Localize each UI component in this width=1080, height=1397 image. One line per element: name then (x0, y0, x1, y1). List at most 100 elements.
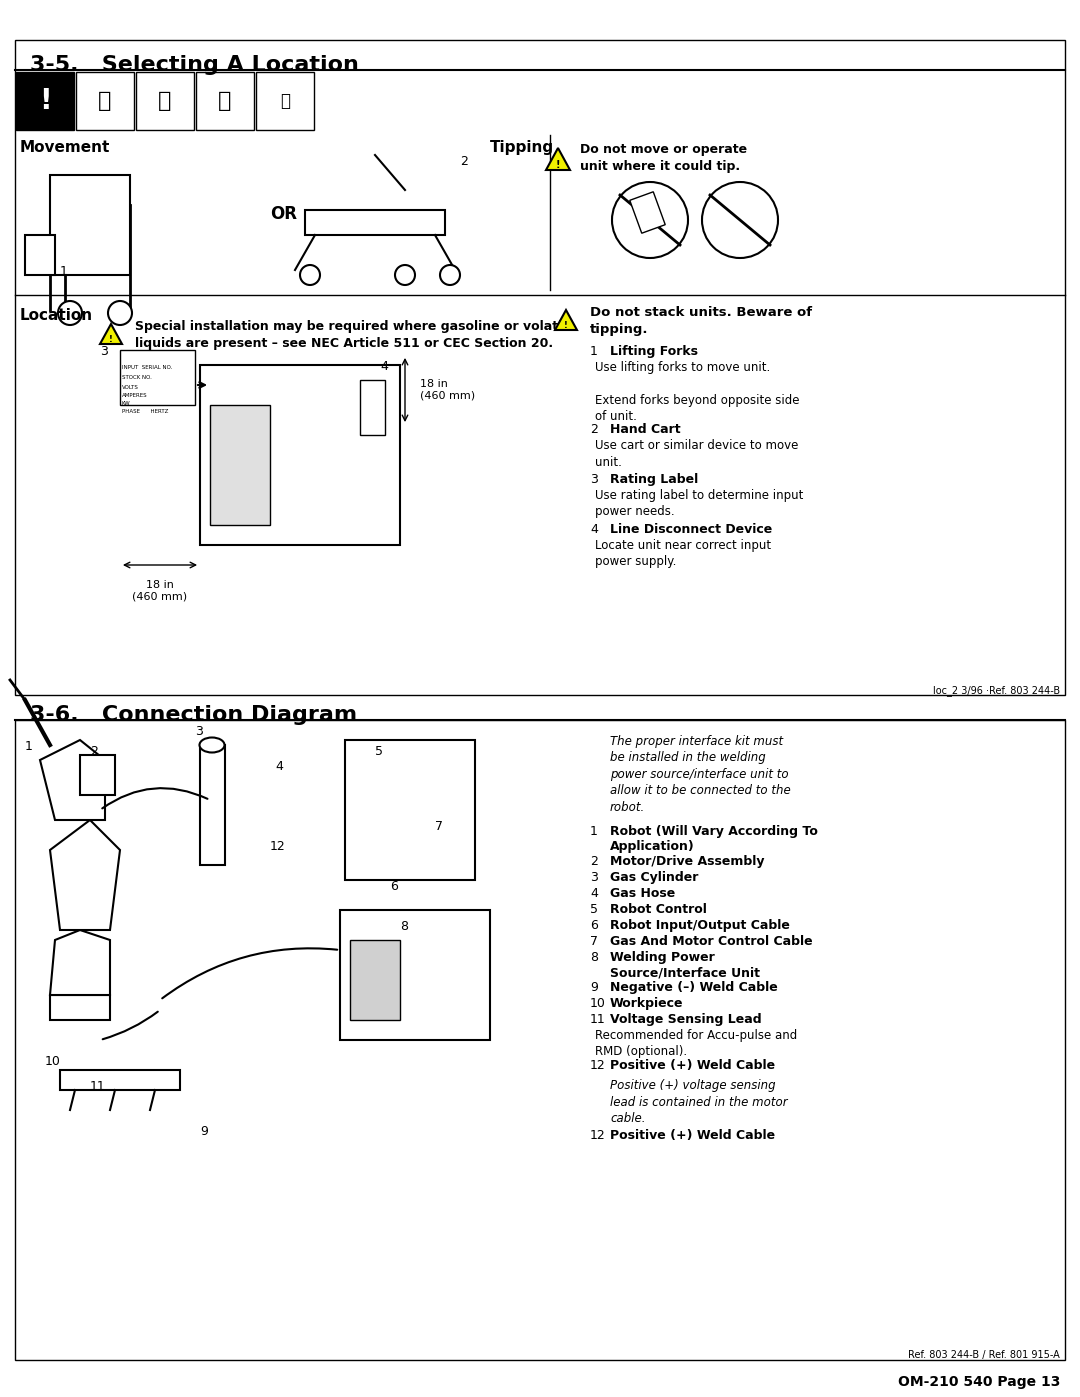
Ellipse shape (200, 738, 225, 753)
Text: 3: 3 (590, 474, 598, 486)
Text: The proper interface kit must
be installed in the welding
power source/interface: The proper interface kit must be install… (610, 735, 791, 814)
Bar (60, 1070, 180, 1090)
Bar (16, 73, 75, 130)
Text: 18 in
(460 mm): 18 in (460 mm) (133, 580, 188, 602)
Text: 1: 1 (60, 265, 68, 278)
Text: 📦: 📦 (280, 92, 291, 110)
Text: 2: 2 (590, 423, 598, 436)
Text: Positive (+) Weld Cable: Positive (+) Weld Cable (610, 1059, 775, 1071)
Text: 12: 12 (590, 1059, 606, 1071)
Text: 12: 12 (590, 1129, 606, 1141)
Bar (15, 719, 1065, 1361)
Text: Tipping: Tipping (490, 140, 554, 155)
Text: Special installation may be required where gasoline or volatile
liquids are pres: Special installation may be required whe… (135, 320, 575, 351)
Text: Gas Cylinder: Gas Cylinder (610, 870, 699, 884)
Polygon shape (100, 324, 122, 344)
Text: Robot (Will Vary According To
Application): Robot (Will Vary According To Applicatio… (610, 826, 818, 854)
Polygon shape (555, 310, 577, 330)
Text: Robot Input/Output Cable: Robot Input/Output Cable (610, 919, 789, 932)
Text: !: ! (564, 320, 568, 330)
Text: 12: 12 (270, 840, 286, 854)
Text: 3: 3 (100, 345, 108, 358)
Bar (80, 754, 114, 795)
Circle shape (108, 300, 132, 326)
Text: 2: 2 (90, 745, 98, 759)
Bar (15, 41, 1065, 694)
Text: INPUT  SERIAL NO.: INPUT SERIAL NO. (122, 365, 173, 370)
Text: Gas And Motor Control Cable: Gas And Motor Control Cable (610, 935, 812, 949)
Circle shape (440, 265, 460, 285)
Circle shape (300, 265, 320, 285)
Text: 4: 4 (590, 522, 598, 536)
Text: Recommended for Accu-pulse and
RMD (optional).: Recommended for Accu-pulse and RMD (opti… (595, 1030, 797, 1058)
Text: Rating Label: Rating Label (610, 474, 699, 486)
Text: 10: 10 (45, 1055, 60, 1067)
Text: 6: 6 (390, 880, 397, 893)
Bar (350, 940, 400, 1020)
Circle shape (612, 182, 688, 258)
Text: Positive (+) Weld Cable: Positive (+) Weld Cable (610, 1129, 775, 1141)
Bar (630, 191, 665, 233)
Text: 2: 2 (590, 855, 598, 868)
Text: 3: 3 (195, 725, 203, 738)
Text: 5: 5 (590, 902, 598, 916)
Text: Do not move or operate
unit where it could tip.: Do not move or operate unit where it cou… (580, 142, 747, 173)
Text: 1: 1 (25, 740, 32, 753)
Text: Lifting Forks: Lifting Forks (610, 345, 698, 358)
Text: OR: OR (270, 205, 297, 224)
Text: AMPERES: AMPERES (122, 393, 148, 398)
Text: 7: 7 (590, 935, 598, 949)
Circle shape (702, 182, 778, 258)
Text: Movement: Movement (21, 140, 110, 155)
Bar (25, 235, 55, 275)
Text: Use rating label to determine input
power needs.: Use rating label to determine input powe… (595, 489, 804, 518)
Text: 9: 9 (590, 981, 598, 995)
Text: 9: 9 (200, 1125, 207, 1139)
Text: 4: 4 (275, 760, 283, 773)
Text: 6: 6 (590, 919, 598, 932)
Text: Location: Location (21, 307, 93, 323)
Text: 1: 1 (590, 826, 598, 838)
Polygon shape (50, 820, 120, 930)
Bar (340, 909, 490, 1039)
Bar (136, 73, 194, 130)
Bar (256, 73, 314, 130)
Text: Use cart or similar device to move
unit.: Use cart or similar device to move unit. (595, 439, 798, 468)
Bar (360, 380, 384, 434)
Text: PHASE      HERTZ: PHASE HERTZ (122, 409, 168, 414)
Text: 8: 8 (590, 951, 598, 964)
Text: 3-6.   Connection Diagram: 3-6. Connection Diagram (30, 705, 357, 725)
Bar (345, 740, 475, 880)
Text: Voltage Sensing Lead: Voltage Sensing Lead (610, 1013, 761, 1025)
Text: 11: 11 (590, 1013, 606, 1025)
Bar (120, 351, 195, 405)
Bar (200, 365, 400, 545)
Text: Robot Control: Robot Control (610, 902, 707, 916)
Polygon shape (50, 930, 110, 995)
Text: 10: 10 (590, 997, 606, 1010)
Text: 3: 3 (590, 870, 598, 884)
Text: Negative (–) Weld Cable: Negative (–) Weld Cable (610, 981, 778, 995)
Text: Gas Hose: Gas Hose (610, 887, 675, 900)
Text: 11: 11 (90, 1080, 106, 1092)
Text: STOCK NO.: STOCK NO. (122, 374, 152, 380)
Bar (195, 73, 254, 130)
Text: !: ! (39, 87, 52, 115)
Text: 🏃: 🏃 (218, 91, 232, 110)
Circle shape (58, 300, 82, 326)
Text: Motor/Drive Assembly: Motor/Drive Assembly (610, 855, 765, 868)
Text: !: ! (109, 334, 113, 344)
Bar (305, 210, 445, 235)
Bar (76, 73, 134, 130)
Text: !: ! (556, 161, 561, 170)
Text: Locate unit near correct input
power supply.: Locate unit near correct input power sup… (595, 539, 771, 569)
Text: Use lifting forks to move unit.

Extend forks beyond opposite side
of unit.: Use lifting forks to move unit. Extend f… (595, 360, 799, 423)
Polygon shape (40, 740, 105, 820)
Text: 3-5.   Selecting A Location: 3-5. Selecting A Location (30, 54, 359, 75)
Text: 1: 1 (590, 345, 598, 358)
Circle shape (395, 265, 415, 285)
Text: 7: 7 (435, 820, 443, 833)
Bar (200, 745, 225, 865)
Text: Do not stack units. Beware of
tipping.: Do not stack units. Beware of tipping. (590, 306, 812, 337)
Bar (50, 995, 110, 1020)
